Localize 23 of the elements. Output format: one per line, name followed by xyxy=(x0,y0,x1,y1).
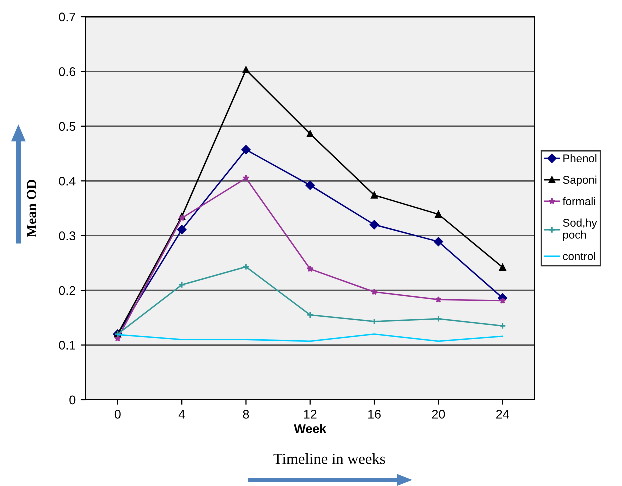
x-tick-label: 4 xyxy=(178,410,186,419)
x-tick-label: 16 xyxy=(368,410,381,419)
y-tick-label: 0.6 xyxy=(59,68,76,76)
x-tick-label: 8 xyxy=(243,410,250,419)
legend-label: Phenol xyxy=(564,154,597,163)
y-tick-label: 0 xyxy=(70,396,76,405)
legend-label: control xyxy=(563,252,596,260)
legend-label: Sod,hy poch xyxy=(563,218,598,242)
x-axis-title: Week xyxy=(294,424,327,434)
legend-label: formali xyxy=(562,197,596,206)
x-tick-label: 20 xyxy=(432,410,446,419)
x-tick-label: 0 xyxy=(114,410,121,419)
x-tick-label: 24 xyxy=(496,410,510,419)
y-tick-label: 0.1 xyxy=(59,341,76,350)
legend-label: Saponi xyxy=(563,176,597,186)
x-tick-label: 12 xyxy=(304,410,317,419)
y-axis-title: Mean OD xyxy=(27,180,36,238)
text: Timeline in weeks xyxy=(274,454,386,464)
y-tick-label: 0.5 xyxy=(59,122,76,132)
y-tick-label: 0.3 xyxy=(59,232,76,240)
y-tick-label: 0.2 xyxy=(59,286,76,296)
y-tick-label: 0.4 xyxy=(59,176,76,186)
y-tick-label: 0.7 xyxy=(59,12,76,22)
